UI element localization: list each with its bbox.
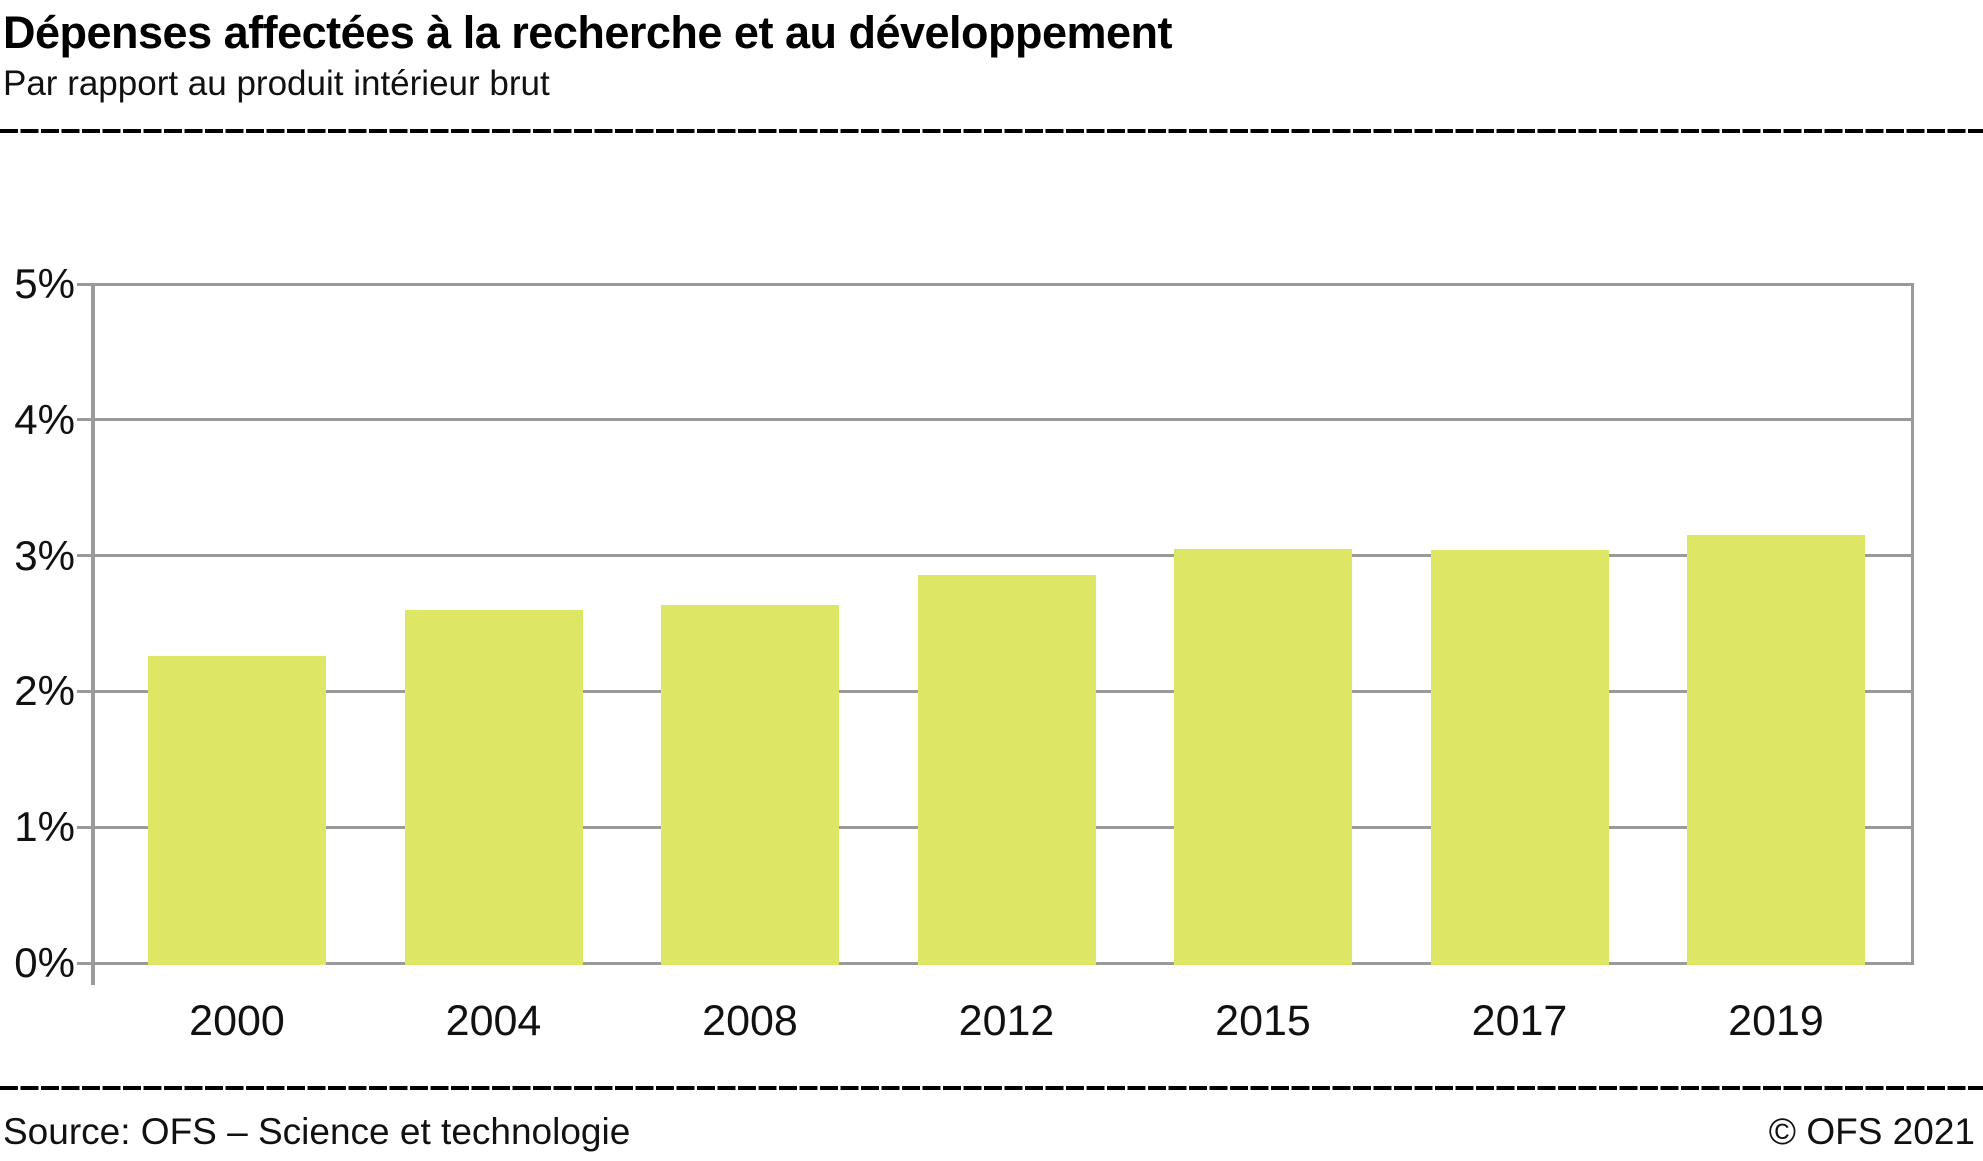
y-tick-label-2%: 2% <box>14 667 75 715</box>
y-tick-label-0%: 0% <box>14 939 75 986</box>
header-divider <box>0 129 1983 133</box>
bar-2019 <box>1687 535 1865 965</box>
gridline-5% <box>77 282 1914 286</box>
footer-divider <box>0 1086 1983 1090</box>
bar-2008 <box>661 604 839 965</box>
bar-2012 <box>917 574 1096 965</box>
y-tick-label-4%: 4% <box>14 395 75 443</box>
page-title: Dépenses affectées à la recherche et au … <box>3 7 1173 58</box>
x-tick-label-2008: 2008 <box>702 997 798 1045</box>
plot-right-border <box>1911 283 1914 965</box>
x-tick-label-2017: 2017 <box>1471 997 1568 1045</box>
bar-2004 <box>404 609 583 965</box>
bar-2015 <box>1174 548 1352 965</box>
x-tick-label-2004: 2004 <box>445 997 542 1045</box>
x-tick-label-2019: 2019 <box>1728 997 1824 1045</box>
x-tick-label-2012: 2012 <box>958 997 1055 1045</box>
copyright-note: © OFS 2021 <box>1768 1111 1975 1152</box>
y-tick-label-1%: 1% <box>14 803 75 851</box>
y-tick-label-5%: 5% <box>14 260 75 307</box>
y-axis-line <box>91 284 95 985</box>
gridline-3% <box>77 554 1914 558</box>
bar-2017 <box>1430 550 1609 965</box>
plot-area: 0% 1% 2% 3% 4% 5% 2000 2004 2008 2012 2015 2017 2019 <box>14 262 1914 1043</box>
y-tick-label-3%: 3% <box>14 531 75 579</box>
x-tick-label-2015: 2015 <box>1215 997 1311 1045</box>
page-subtitle: Par rapport au produit intérieur brut <box>3 64 550 103</box>
x-tick-label-2000: 2000 <box>189 997 285 1045</box>
bar-2000 <box>148 656 326 965</box>
gridline-4% <box>77 418 1914 422</box>
source-note: Source: OFS – Science et technologie <box>3 1111 631 1152</box>
